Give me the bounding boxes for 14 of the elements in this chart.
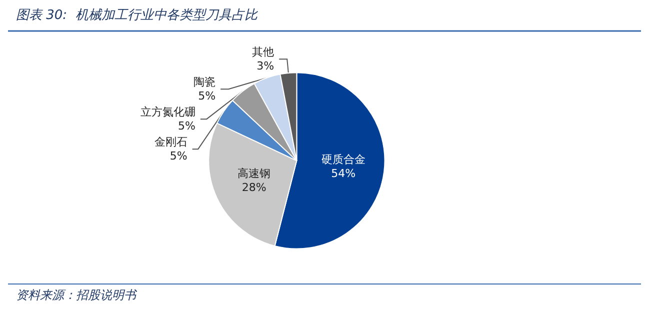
data-label: 3% — [256, 60, 274, 73]
data-label: 5% — [198, 90, 216, 103]
chart-title: 图表 30: 机械加工行业中各类型刀具占比 — [16, 8, 258, 23]
data-label: 28% — [242, 181, 266, 194]
slice-label: 高速钢 — [238, 167, 271, 180]
data-label: 5% — [170, 150, 188, 163]
slice-label: 其他 — [252, 46, 274, 59]
slice-label: 立方氮化硼 — [140, 106, 196, 119]
text: 资料来源：招股说明书 — [16, 288, 138, 302]
slice-label: 硬质合金 — [321, 153, 366, 166]
slice-label: 陶瓷 — [194, 76, 216, 89]
data-label: 5% — [178, 120, 196, 133]
slice-label: 金刚石 — [154, 136, 188, 149]
data-label: 54% — [331, 167, 356, 180]
